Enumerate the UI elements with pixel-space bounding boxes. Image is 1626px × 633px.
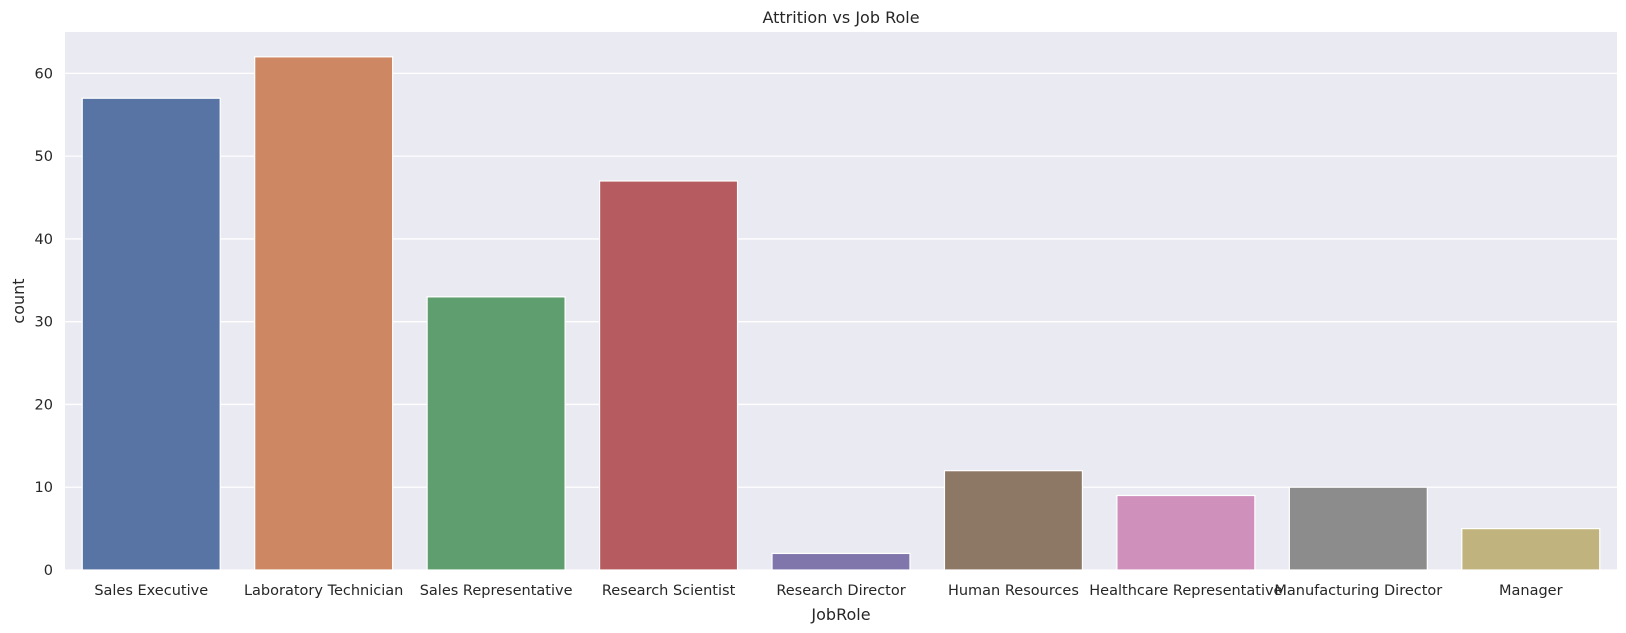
y-tick-labels: 0 10 20 30 40 50 60 — [35, 66, 53, 579]
y-tick-label: 60 — [35, 66, 53, 82]
bar-research-director — [771, 552, 911, 571]
bar-manager — [1461, 528, 1601, 571]
bar-human-resources — [943, 470, 1084, 571]
x-axis-label: JobRole — [810, 605, 870, 624]
bars — [81, 56, 1601, 571]
y-tick-label: 30 — [35, 315, 53, 331]
x-tick-label: Sales Executive — [94, 583, 208, 599]
bar-laboratory-technician — [254, 56, 394, 571]
x-tick-label: Research Scientist — [602, 583, 736, 599]
y-tick-label: 40 — [35, 232, 53, 248]
y-axis-label: count — [9, 278, 28, 323]
y-tick-label: 0 — [44, 563, 53, 579]
bar-sales-executive — [81, 97, 221, 571]
x-tick-label: Healthcare Representative — [1089, 583, 1282, 599]
x-tick-label: Research Director — [776, 583, 905, 599]
y-tick-label: 20 — [35, 397, 53, 413]
x-tick-label: Manufacturing Director — [1274, 583, 1442, 599]
x-tick-label: Manager — [1499, 583, 1563, 599]
bar-manufacturing-director — [1288, 486, 1428, 571]
chart-title: Attrition vs Job Role — [762, 8, 919, 27]
y-tick-label: 50 — [35, 149, 53, 165]
x-tick-label: Laboratory Technician — [244, 583, 403, 599]
x-tick-labels: Sales Executive Laboratory Technician Sale… — [94, 583, 1562, 599]
x-tick-label: Human Resources — [948, 583, 1079, 599]
y-tick-label: 10 — [35, 480, 53, 496]
bar-healthcare-representative — [1116, 494, 1256, 571]
x-tick-label: Sales Representative — [420, 583, 573, 599]
bar-research-scientist — [598, 180, 739, 571]
bar-sales-representative — [426, 296, 566, 571]
